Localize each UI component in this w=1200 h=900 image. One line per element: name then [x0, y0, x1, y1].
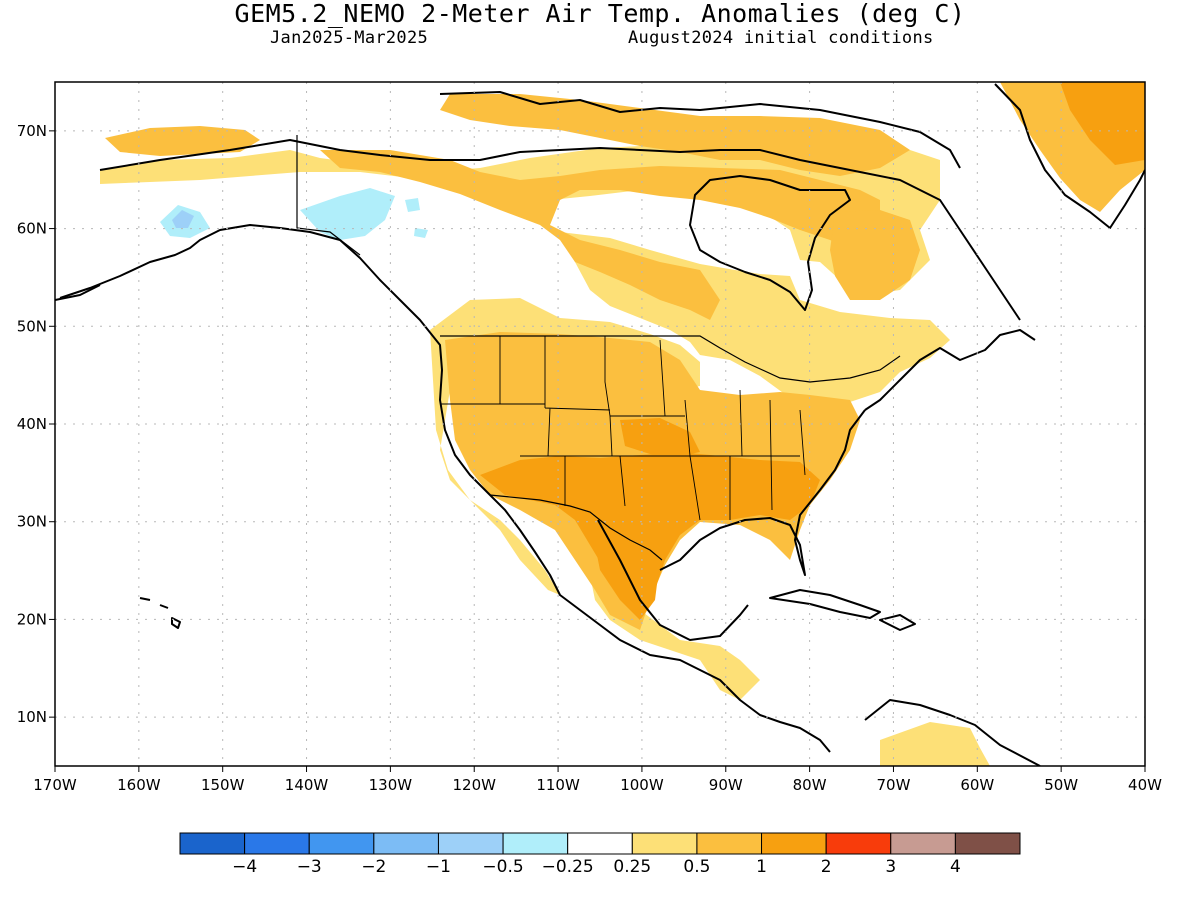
- lon-tick-label: 170W: [33, 776, 77, 794]
- border-us-mexico: [489, 494, 663, 561]
- anomaly-moderate-warm-labrador: [830, 210, 920, 300]
- lat-tick-label: 10N: [17, 708, 47, 726]
- anomaly-strong-warm-greenland-core: [1060, 82, 1145, 165]
- border-us-canada: [440, 335, 901, 383]
- lat-tick-label: 70N: [17, 122, 47, 140]
- legend-label: −4: [232, 857, 257, 877]
- coastline-gulf: [597, 409, 866, 641]
- legend-label: 2: [821, 857, 832, 877]
- legend-label: −1: [426, 857, 451, 877]
- lon-tick-label: 100W: [620, 776, 664, 794]
- state-borders: [440, 336, 806, 521]
- coastline-south-america: [864, 699, 1041, 766]
- lat-tick-label: 30N: [17, 513, 47, 531]
- legend-swatch: [567, 832, 633, 855]
- legend-label: −0.5: [482, 857, 523, 877]
- lon-tick-label: 150W: [201, 776, 245, 794]
- legend-label: 0.5: [683, 857, 710, 877]
- legend-label: −2: [361, 857, 386, 877]
- political-borders: [296, 135, 901, 561]
- lon-tick-label: 70W: [877, 776, 911, 794]
- coastline-north-america-west: [59, 224, 831, 753]
- legend-swatch: [502, 832, 569, 855]
- coastline-greenland: [994, 83, 1145, 229]
- legend-label: 4: [950, 857, 961, 877]
- coastline-north-islands: [439, 91, 961, 169]
- lon-tick-label: 160W: [117, 776, 161, 794]
- lon-tick-label: 120W: [452, 776, 496, 794]
- legend-swatch: [954, 832, 1021, 855]
- lon-tick-label: 50W: [1044, 776, 1078, 794]
- legend-label: −3: [297, 857, 322, 877]
- lon-tick-label: 130W: [369, 776, 413, 794]
- graticule: [55, 82, 1145, 766]
- anomaly-weak-warm-south-america: [880, 722, 990, 766]
- latitude-axis: 10N 20N 30N 40N 50N 60N 70N: [17, 122, 55, 726]
- anomaly-moderate-cold-alaska: [172, 210, 194, 228]
- anomaly-weak-cold-yukon: [300, 188, 395, 240]
- anomaly-moderate-warm-hudson: [320, 150, 880, 320]
- map-title: GEM5.2_NEMO 2-Meter Air Temp. Anomalies …: [234, 0, 966, 28]
- legend-swatch: [244, 832, 310, 855]
- coastline-east: [864, 329, 1036, 411]
- lon-tick-label: 110W: [536, 776, 580, 794]
- lon-tick-label: 90W: [709, 776, 743, 794]
- legend-swatch: [631, 832, 698, 855]
- legend-swatch: [373, 832, 439, 855]
- legend-swatch: [761, 832, 827, 855]
- lon-tick-label: 80W: [793, 776, 827, 794]
- lat-tick-label: 20N: [17, 610, 47, 628]
- lon-tick-label: 60W: [960, 776, 994, 794]
- lat-tick-label: 40N: [17, 415, 47, 433]
- initial-conditions-label: August2024 initial conditions: [628, 28, 934, 48]
- anomaly-strong-warm-plains: [620, 418, 700, 456]
- lat-tick-label: 60N: [17, 220, 47, 238]
- legend-label: 3: [885, 857, 896, 877]
- lon-tick-label: 40W: [1128, 776, 1162, 794]
- coastlines: [55, 83, 1145, 766]
- anomaly-moderate-warm-north-islands: [440, 94, 910, 176]
- legend-swatch: [890, 832, 956, 855]
- coastline-aleutians: [55, 284, 101, 301]
- legend-swatch: [437, 832, 504, 855]
- coastline-hawaii: [139, 597, 181, 629]
- lat-tick-label: 50N: [17, 317, 47, 335]
- coastline-hispaniola: [879, 614, 916, 631]
- color-legend: −4 −3 −2 −1 −0.5 −0.25 0.25 0.5 1 2 3 4: [179, 832, 1021, 877]
- border-alaska-canada: [296, 135, 361, 256]
- legend-swatch: [825, 832, 892, 855]
- legend-swatch: [696, 832, 763, 855]
- legend-label: 0.25: [613, 857, 651, 877]
- forecast-period: Jan2025-Mar2025: [270, 28, 429, 48]
- coastline-arctic: [99, 139, 1021, 321]
- anomaly-shading: [100, 82, 1145, 766]
- anomaly-moderate-warm-alaska-north: [105, 126, 260, 156]
- longitude-axis: 170W 160W 150W 140W 130W 120W 110W 100W 90W 80W 70…: [33, 766, 1162, 794]
- coastline-hudson-bay: [689, 175, 851, 311]
- coastline-cuba: [769, 589, 881, 619]
- legend-swatch: [179, 832, 246, 855]
- anomaly-weak-cold-coast: [405, 198, 428, 238]
- legend-label: −0.25: [542, 857, 594, 877]
- lon-tick-label: 140W: [285, 776, 329, 794]
- legend-label: 1: [756, 857, 767, 877]
- legend-swatch: [308, 832, 375, 855]
